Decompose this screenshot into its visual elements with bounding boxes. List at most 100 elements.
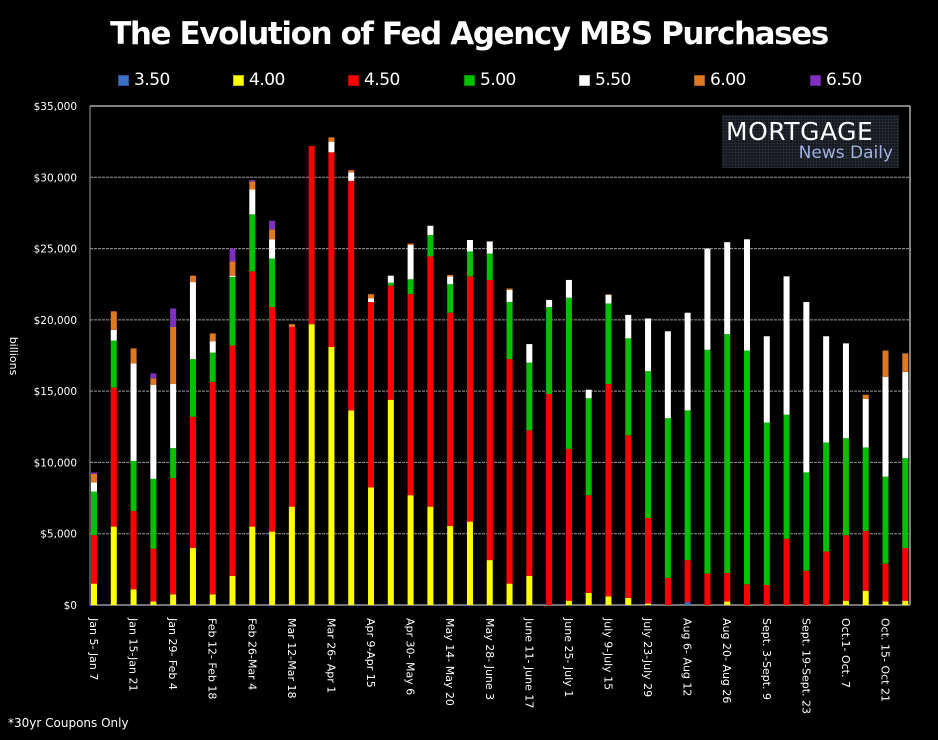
bar-segment-6-00 — [209, 333, 216, 342]
bar-segment-4-00 — [882, 601, 889, 605]
bar-segment-4-00 — [427, 506, 434, 605]
bar-segment-4-50 — [526, 430, 533, 576]
bar-stack — [466, 240, 473, 605]
bar-segment-4-00 — [269, 531, 276, 605]
logo-subtitle: News Daily — [798, 143, 893, 163]
legend-swatch — [233, 74, 244, 86]
bar-segment-5-50 — [368, 298, 375, 303]
bar-segment-5-00 — [862, 447, 869, 531]
bar-stack — [724, 242, 731, 605]
bar-segment-4-50 — [664, 577, 671, 605]
bar-segment-6-00 — [447, 274, 454, 277]
y-tick-label: $15,000 — [34, 386, 77, 398]
bar-stack — [170, 308, 177, 605]
bar-segment-4-50 — [783, 538, 790, 605]
bar-segment-5-00 — [882, 476, 889, 564]
bar-stack — [387, 275, 394, 605]
mortgage-news-daily-logo: MORTGAGE News Daily — [722, 115, 899, 168]
legend-swatch — [464, 74, 475, 86]
bar-stack — [664, 331, 671, 605]
bar-segment-4-00 — [130, 589, 137, 605]
x-tick-label: June 25- July 1 — [562, 617, 575, 697]
bar-segment-5-50 — [763, 336, 770, 423]
bar-segment-5-00 — [407, 279, 414, 295]
legend-swatch — [348, 74, 359, 86]
bar-segment-6-00 — [170, 326, 177, 385]
bar-segment-5-50 — [348, 172, 355, 181]
bar-segment-5-50 — [526, 344, 533, 363]
bar-stack — [625, 314, 632, 605]
bar-stack — [744, 239, 750, 605]
bar-stack — [368, 294, 375, 605]
bar-segment-6-00 — [130, 348, 137, 364]
bar-stack — [823, 336, 830, 605]
bar-segment-5-50 — [209, 341, 216, 353]
bar-segment-5-50 — [170, 384, 177, 449]
legend-label: 5.50 — [595, 70, 631, 90]
bar-segment-5-50 — [724, 242, 731, 335]
bar-segment-6-00 — [902, 353, 909, 372]
bar-stack — [565, 279, 572, 605]
bar-segment-5-00 — [783, 414, 790, 539]
bar-segment-6-00 — [348, 170, 355, 173]
bar-segment-6-00 — [407, 243, 414, 246]
bar-segment-5-00 — [625, 338, 632, 436]
bar-segment-5-50 — [130, 363, 137, 461]
bar-segment-4-50 — [763, 585, 770, 605]
bar-segment-6-00 — [249, 181, 256, 190]
bar-stack — [328, 137, 335, 605]
bar-segment-4-50 — [546, 393, 553, 605]
bar-segment-6-00 — [605, 294, 612, 295]
bar-segment-4-50 — [189, 416, 196, 548]
x-tick-label: Oct. 15- Oct 21 — [879, 618, 892, 702]
x-tick-label: Aug 6- Aug 12 — [681, 618, 694, 696]
bar-segment-5-50 — [902, 371, 909, 459]
bar-segment-5-50 — [842, 343, 849, 439]
x-tick-label: Sept. 3-Sept. 9 — [760, 618, 773, 700]
x-tick-label: Feb 26-Mar 4 — [245, 618, 258, 690]
bar-segment-5-00 — [150, 478, 157, 549]
bar-stack — [249, 180, 256, 605]
y-tick-label: $10,000 — [34, 457, 77, 469]
bar-segment-6-00 — [328, 137, 335, 142]
bar-segment-5-50 — [645, 318, 652, 372]
x-tick-label: July 9-July 15 — [601, 617, 614, 690]
bar-stack — [447, 274, 454, 605]
bar-segment-4-50 — [170, 478, 177, 595]
bar-segment-4-50 — [328, 152, 335, 347]
bar-segment-5-00 — [170, 448, 177, 479]
bar-segment-4-00 — [862, 590, 869, 605]
bar-segment-4-00 — [368, 487, 375, 605]
bar-stack — [229, 248, 236, 605]
y-tick-label: $35,000 — [34, 101, 77, 113]
bar-segment-6-00 — [882, 350, 889, 377]
bar-segment-4-00 — [902, 600, 909, 605]
bar-segment-5-00 — [269, 258, 276, 308]
bar-segment-5-00 — [506, 302, 513, 360]
bar-segment-5-00 — [763, 422, 770, 586]
bar-segment-4-00 — [605, 596, 612, 605]
bar-segment-4-00 — [526, 575, 533, 605]
bar-segment-5-00 — [249, 214, 256, 272]
bar-segment-4-50 — [882, 563, 889, 602]
bar-segment-6-00 — [189, 275, 196, 283]
legend-swatch — [694, 74, 705, 86]
bar-segment-5-00 — [605, 303, 612, 385]
bar-segment-5-50 — [427, 225, 434, 236]
bar-stack — [902, 353, 909, 605]
bar-segment-4-00 — [288, 506, 295, 605]
bar-segment-4-00 — [486, 560, 493, 605]
x-tick-label: May 28- June 3 — [483, 618, 496, 700]
bar-segment-4-50 — [744, 584, 750, 605]
bar-stack — [189, 275, 196, 605]
bar-segment-4-50 — [269, 307, 276, 532]
chart-title: The Evolution of Fed Agency MBS Purchase… — [110, 16, 829, 52]
bar-segment-6-00 — [368, 294, 375, 299]
bar-segment-6-50 — [229, 248, 236, 262]
bar-segment-5-50 — [565, 279, 572, 298]
bar-stack — [645, 318, 652, 605]
bar-segment-4-50 — [447, 312, 454, 526]
gridlines — [89, 105, 911, 606]
bar-segment-4-50 — [902, 547, 909, 601]
bar-segment-5-50 — [407, 245, 414, 280]
